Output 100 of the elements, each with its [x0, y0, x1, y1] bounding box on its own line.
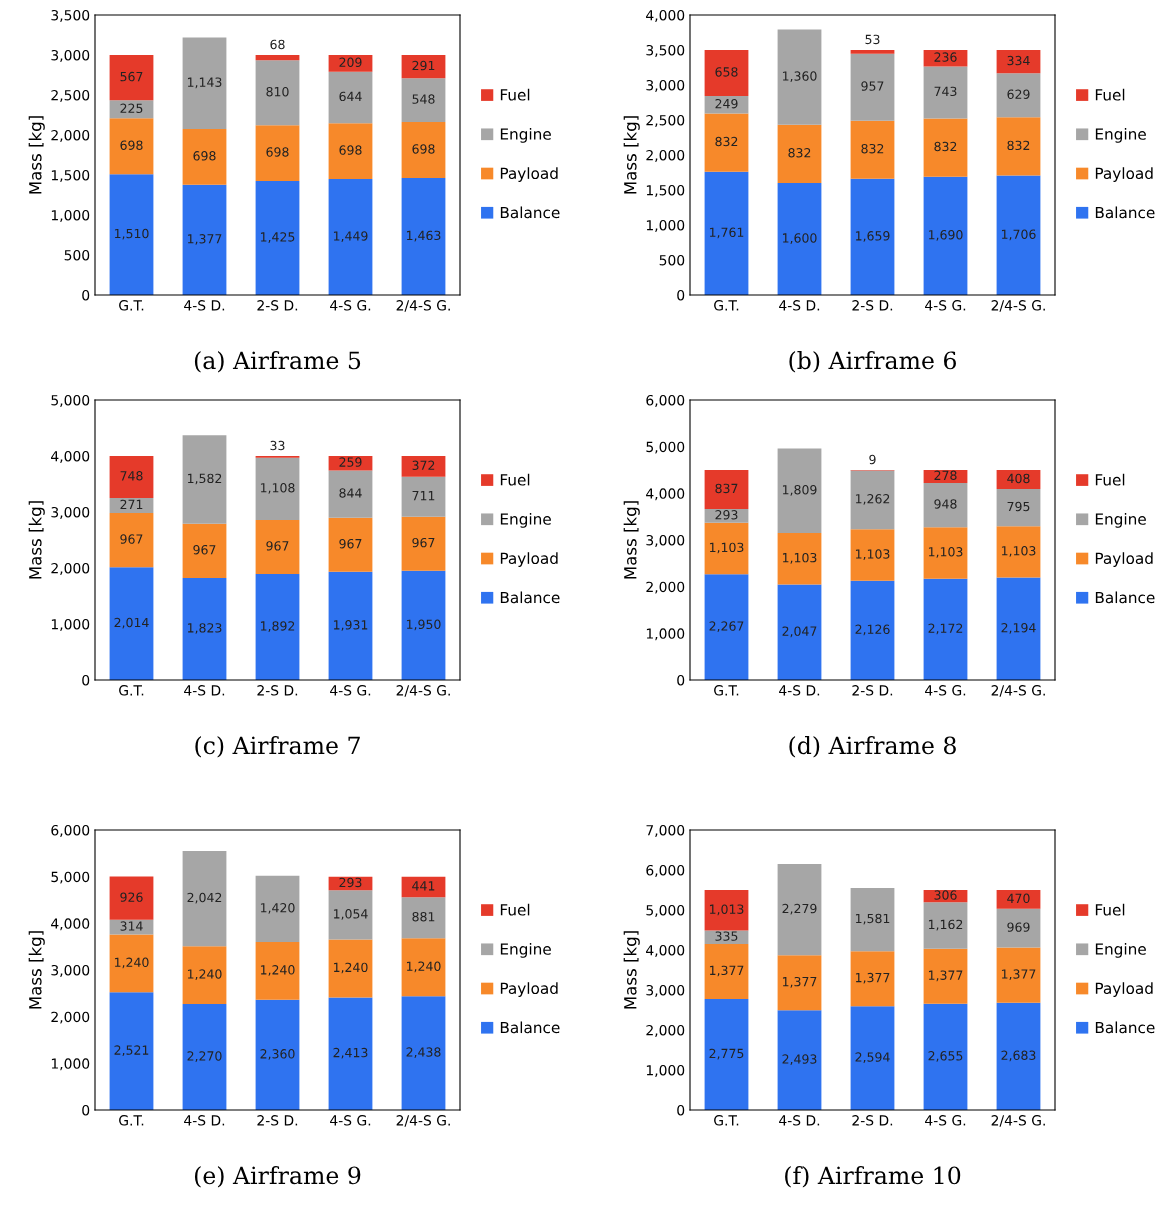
- data-label: 1,761: [709, 227, 744, 239]
- bar: [996, 908, 1041, 948]
- text: (e) Airframe 9: [194, 1166, 361, 1188]
- data-label: 470: [1007, 893, 1030, 904]
- y-tick-label: 0: [677, 289, 685, 301]
- y-tick-label: 6,000: [51, 824, 90, 837]
- data-label: 698: [339, 145, 362, 155]
- bar: [996, 73, 1041, 118]
- bar: [704, 522, 749, 575]
- y-tick-label: 4,000: [646, 944, 685, 957]
- x-tick-label: 4-S D.: [779, 300, 820, 311]
- x-tick-label: G.T.: [119, 1115, 144, 1126]
- data-label: 1,143: [187, 77, 222, 89]
- x-tick-label: G.T.: [714, 1115, 739, 1126]
- bar: [996, 947, 1041, 1003]
- data-label: 372: [412, 460, 435, 471]
- legend-label: Engine: [500, 127, 551, 143]
- bar: [704, 171, 749, 295]
- data-label: 1,108: [260, 483, 295, 494]
- bar: [328, 571, 373, 680]
- bar: [777, 584, 822, 680]
- bar: [328, 939, 373, 998]
- data-label: 844: [339, 488, 362, 498]
- data-label: 969: [1007, 922, 1030, 932]
- data-label: 2,126: [855, 624, 890, 636]
- bar: [401, 55, 446, 79]
- data-label: 1,931: [333, 620, 368, 631]
- bar: [996, 489, 1041, 527]
- data-label: 1,377: [782, 976, 817, 988]
- data-label: 698: [412, 144, 435, 154]
- y-tick-label: 3,000: [646, 79, 685, 92]
- x-tick-label: 4-S D.: [779, 685, 820, 696]
- text: (a) Airframe 5: [194, 351, 361, 373]
- legend-label: Balance: [1095, 206, 1155, 219]
- bar: [996, 117, 1041, 176]
- y-tick-label: 1,000: [51, 209, 90, 222]
- y-tick-label: 6,000: [646, 864, 685, 877]
- bar: [923, 527, 968, 579]
- bar: [328, 123, 373, 180]
- bar: [777, 448, 822, 533]
- data-label: 832: [934, 141, 957, 152]
- bar: [704, 943, 749, 999]
- x-tick-label: 2/4-S G.: [396, 1115, 450, 1127]
- y-tick-label: 1,500: [646, 184, 685, 197]
- bar: [109, 497, 154, 514]
- legend-label: Payload: [1095, 982, 1153, 998]
- bar: [255, 942, 300, 1000]
- y-tick-label: 2,000: [646, 1024, 685, 1037]
- y-tick-label: 2,000: [646, 149, 685, 162]
- data-label: 2,493: [782, 1054, 817, 1066]
- bar: [996, 175, 1041, 295]
- bar: [255, 519, 300, 575]
- data-label: 810: [266, 86, 289, 97]
- data-label: 1,690: [928, 230, 963, 241]
- data-label: 881: [412, 911, 435, 922]
- bar: [923, 902, 968, 949]
- data-label: 1,377: [709, 965, 744, 977]
- bar: [401, 996, 446, 1110]
- bar: [255, 574, 300, 680]
- bar: [996, 526, 1041, 578]
- data-label: 1,659: [855, 231, 890, 242]
- y-tick-label: 5,000: [646, 904, 685, 917]
- data-label: 1,377: [187, 234, 222, 245]
- data-label: 9: [869, 454, 876, 465]
- data-label: 1,950: [406, 619, 441, 631]
- x-tick-label: 2-S D.: [257, 685, 298, 696]
- bar: [923, 118, 968, 177]
- bar: [182, 435, 227, 524]
- bar: [777, 1010, 822, 1110]
- data-label: 1,262: [855, 494, 890, 505]
- data-label: 1,581: [855, 913, 890, 925]
- x-tick-label: 2-S D.: [852, 685, 893, 696]
- data-label: 1,706: [1001, 229, 1036, 241]
- data-label: 1,162: [928, 919, 963, 931]
- legend-label: Payload: [1095, 552, 1153, 568]
- data-label: 209: [339, 57, 362, 67]
- data-label: 1,600: [782, 233, 817, 244]
- data-label: 314: [120, 921, 143, 931]
- data-label: 278: [934, 470, 957, 481]
- bar: [850, 49, 895, 54]
- data-label: 1,463: [406, 230, 441, 242]
- data-label: 68: [270, 39, 285, 50]
- data-label: 1,103: [928, 547, 963, 558]
- data-label: 1,823: [187, 623, 222, 634]
- bar: [255, 60, 300, 126]
- legend-label: Fuel: [500, 88, 530, 101]
- y-axis-title: Mass [kg]: [28, 931, 45, 1009]
- y-tick-label: 2,000: [646, 581, 685, 594]
- x-tick-label: 2/4-S G.: [991, 300, 1045, 312]
- bar: [704, 999, 749, 1110]
- legend-label: Engine: [500, 512, 551, 528]
- data-label: 2,775: [709, 1048, 744, 1060]
- bar: [328, 997, 373, 1110]
- bar: [182, 184, 227, 295]
- data-label: 1,809: [782, 484, 817, 496]
- bar: [923, 948, 968, 1004]
- bar: [182, 1004, 227, 1110]
- bar: [923, 482, 968, 528]
- data-label: 698: [120, 140, 143, 150]
- bar: [777, 864, 822, 956]
